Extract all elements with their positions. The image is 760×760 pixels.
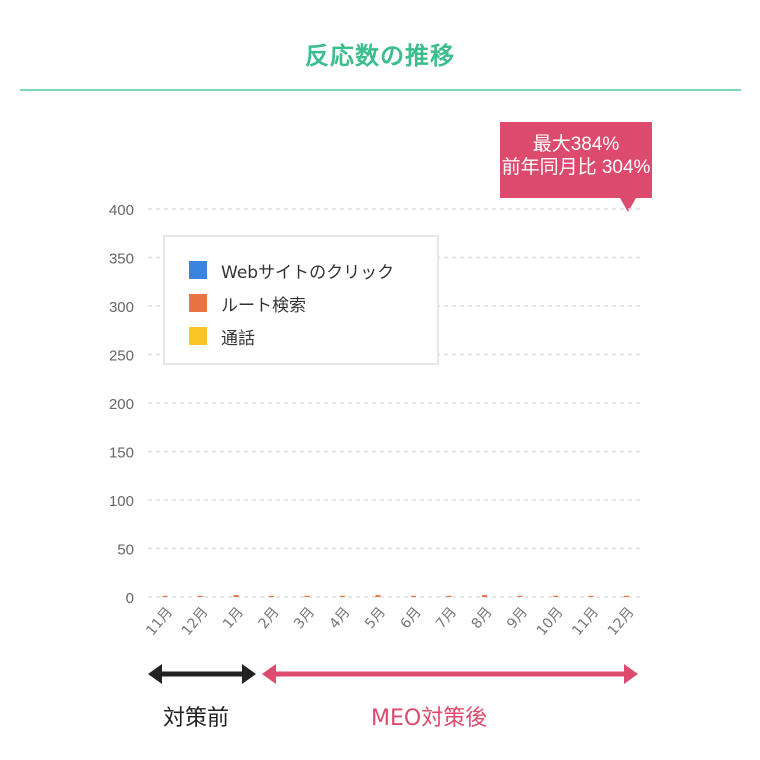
bar	[446, 595, 452, 597]
bar	[375, 595, 381, 597]
legend-item-route-search: ルート検索	[189, 291, 306, 316]
bar	[624, 595, 629, 597]
title-divider	[20, 89, 741, 91]
x-tick-label: 1月	[220, 604, 247, 632]
x-tick-label: 11月	[143, 604, 176, 639]
y-tick-label: 250	[109, 348, 134, 365]
y-tick-label: 300	[109, 299, 134, 316]
bar	[304, 595, 310, 597]
y-tick-label: 50	[117, 542, 134, 559]
before-measures-label: 対策前	[163, 706, 230, 731]
callout-max-text: 最大384%	[532, 134, 620, 155]
callout-yoy-text: 前年同月比 304%	[501, 157, 651, 178]
after-meo-label: MEO対策後	[371, 706, 488, 731]
after-arrow	[262, 664, 638, 684]
page-title: 反応数の推移	[305, 42, 455, 70]
bar	[588, 595, 594, 597]
x-tick-label: 3月	[291, 604, 318, 632]
legend-item-web-clicks: Webサイトのクリック	[189, 258, 395, 283]
bar	[198, 595, 203, 597]
bar	[233, 595, 239, 597]
legend-swatch-web-clicks	[189, 261, 207, 279]
x-tick-label: 8月	[469, 604, 496, 632]
bar	[482, 595, 487, 597]
y-tick-label: 350	[109, 251, 134, 268]
x-tick-label: 5月	[362, 604, 389, 632]
x-tick-label: 7月	[433, 604, 460, 632]
bar	[517, 595, 523, 597]
chart-legend: Webサイトのクリック ルート検索 通話	[163, 235, 439, 365]
legend-swatch-route-search	[189, 294, 207, 312]
y-tick-label: 150	[109, 445, 134, 462]
legend-label-route-search: ルート検索	[221, 295, 306, 316]
bar	[162, 595, 168, 597]
y-tick-label: 400	[109, 202, 134, 219]
x-tick-label: 9月	[504, 604, 531, 632]
max-growth-callout: 最大384% 前年同月比 304%	[500, 122, 652, 198]
y-tick-label: 100	[109, 493, 134, 510]
y-tick-label: 200	[109, 396, 134, 413]
y-tick-label: 0	[126, 590, 134, 607]
legend-swatch-calls	[189, 327, 207, 345]
bar	[411, 595, 416, 597]
x-tick-label: 12月	[179, 604, 212, 639]
y-axis-ticks: 0 50 100 150 200 250 300 350 400	[109, 202, 134, 607]
x-tick-label: 11月	[569, 604, 602, 639]
x-tick-label: 10月	[534, 604, 567, 639]
legend-label-web-clicks: Webサイトのクリック	[221, 262, 395, 283]
before-arrow	[148, 664, 256, 684]
bar	[340, 595, 345, 597]
x-axis-ticks: 11月 12月 1月 2月 3月 4月 5月 6月 7月 8月 9月 10月 11月 12月	[143, 604, 637, 639]
x-tick-label: 4月	[327, 604, 354, 632]
x-tick-label: 2月	[256, 604, 283, 632]
x-tick-label: 12月	[605, 604, 638, 639]
x-tick-label: 6月	[398, 604, 425, 632]
legend-item-calls: 通話	[189, 324, 255, 349]
legend-label-calls: 通話	[221, 328, 255, 349]
bar	[553, 595, 558, 597]
bars	[162, 595, 629, 597]
bar	[269, 595, 274, 597]
